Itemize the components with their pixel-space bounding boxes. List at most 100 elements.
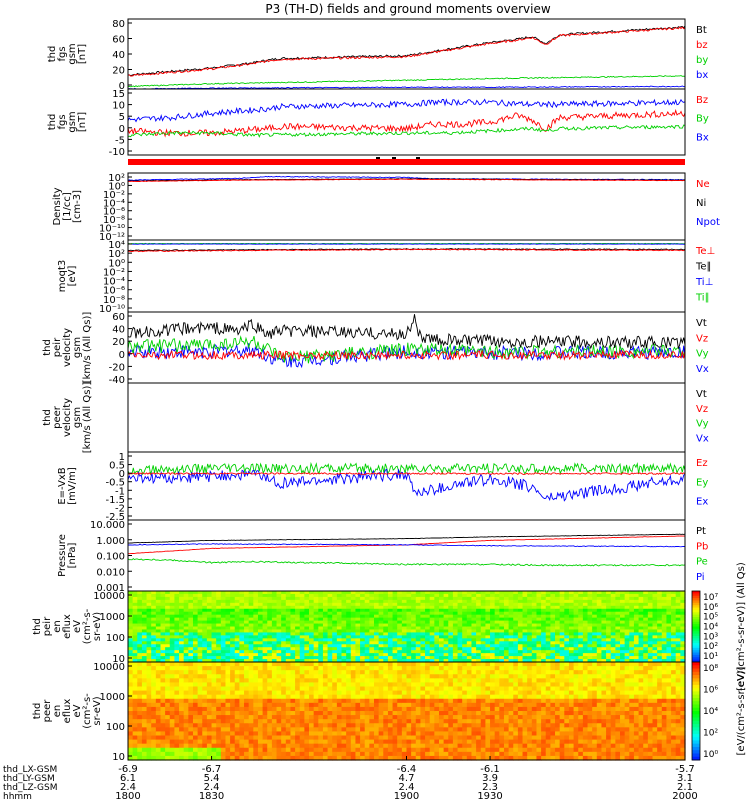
spectrogram-cell xyxy=(128,687,133,692)
spectrogram-cell xyxy=(244,695,249,700)
spectrogram-cell xyxy=(179,687,184,692)
spectrogram-cell xyxy=(342,744,347,749)
spectrogram-cell xyxy=(258,670,263,675)
spectrogram-cell xyxy=(365,727,370,732)
spectrogram-cell xyxy=(462,752,467,757)
series-lines xyxy=(128,534,685,566)
spectrogram-cell xyxy=(407,678,412,683)
spectrogram-cell xyxy=(290,740,295,745)
spectrogram-cell xyxy=(188,691,193,696)
spectrogram-cell xyxy=(379,674,384,679)
spectrogram-cell xyxy=(407,752,412,757)
spectrogram-cell xyxy=(147,678,152,683)
spectrogram-cell xyxy=(281,687,286,692)
spectrogram-cell xyxy=(448,695,453,700)
spectrogram-cell xyxy=(170,695,175,700)
spectrogram-cell xyxy=(290,727,295,732)
figure-title: P3 (TH-D) fields and ground moments over… xyxy=(265,2,550,16)
spectrogram-cell xyxy=(253,748,258,753)
spectrogram-cell xyxy=(216,662,221,667)
spectrogram-cell xyxy=(425,707,430,712)
spectrogram-cell xyxy=(388,740,393,745)
spectrogram-cell xyxy=(198,723,203,728)
spectrogram-cell xyxy=(253,695,258,700)
spectrogram-cell xyxy=(221,727,226,732)
spectrogram-cell xyxy=(174,740,179,745)
spectrogram-cell xyxy=(439,736,444,741)
spectrogram-cell xyxy=(290,719,295,724)
spectrogram-cell xyxy=(420,715,425,720)
spectrogram-cell xyxy=(458,731,463,736)
spectrogram-cell xyxy=(212,752,217,757)
spectrogram-cell xyxy=(462,699,467,704)
spectrogram-cell xyxy=(253,662,258,667)
spectrogram-cell xyxy=(286,699,291,704)
spectrogram-cell xyxy=(402,707,407,712)
spectrogram-cells xyxy=(128,662,686,761)
spectrogram-cell xyxy=(212,670,217,675)
spectrogram-cell xyxy=(202,719,207,724)
spectrogram-cell xyxy=(212,674,217,679)
spectrogram-cell xyxy=(485,691,490,696)
spectrogram-cell xyxy=(416,752,421,757)
spectrogram-cell xyxy=(179,719,184,724)
spectrogram-cell xyxy=(439,731,444,736)
spectrogram-cell xyxy=(481,691,486,696)
spectrogram-cell xyxy=(462,748,467,753)
spectrogram-cell xyxy=(179,736,184,741)
spectrogram-cell xyxy=(453,727,458,732)
spectrogram-cell xyxy=(337,727,342,732)
spectrogram-cell xyxy=(272,699,277,704)
spectrogram-cell xyxy=(244,662,249,667)
spectrogram-cell xyxy=(379,723,384,728)
spectrogram-cell xyxy=(160,752,165,757)
spectrogram-cell xyxy=(337,691,342,696)
spectrogram-cell xyxy=(318,752,323,757)
spectrogram-cell xyxy=(253,723,258,728)
spectrogram-cell xyxy=(300,670,305,675)
spectrogram-cell xyxy=(383,691,388,696)
spectrogram-cell xyxy=(332,744,337,749)
spectrogram-cell xyxy=(165,748,170,753)
spectrogram-cell xyxy=(295,748,300,753)
spectrogram-cell xyxy=(485,670,490,675)
spectrogram-cell xyxy=(225,699,230,704)
spectrogram-cell xyxy=(193,678,198,683)
spectrogram-cell xyxy=(202,682,207,687)
ytick-label: 15 xyxy=(112,89,125,100)
spectrogram-cell xyxy=(411,736,416,741)
spectrogram-cell xyxy=(202,748,207,753)
spectrogram-cell xyxy=(184,691,189,696)
spectrogram-cell xyxy=(485,687,490,692)
spectrogram-cell xyxy=(448,691,453,696)
spectrogram-cell xyxy=(216,752,221,757)
spectrogram-cell xyxy=(281,682,286,687)
spectrogram-cell xyxy=(133,699,138,704)
spectrogram-cell xyxy=(314,707,319,712)
spectrogram-cell xyxy=(430,731,435,736)
spectrogram-cell xyxy=(458,662,463,667)
spectrogram-cell xyxy=(332,748,337,753)
spectrogram-cell xyxy=(467,670,472,675)
spectrogram-cell xyxy=(365,744,370,749)
spectrogram-cell xyxy=(249,699,254,704)
spectrogram-cell xyxy=(314,736,319,741)
spectrogram-cell xyxy=(462,670,467,675)
spectrogram-cell xyxy=(444,748,449,753)
ytick-label: 0 xyxy=(119,124,125,135)
spectrogram-cell xyxy=(151,711,156,716)
spectrogram-cell xyxy=(355,727,360,732)
spectrogram-cell xyxy=(277,662,282,667)
spectrogram-cell xyxy=(170,662,175,667)
spectrogram-cell xyxy=(337,715,342,720)
spectrogram-cell xyxy=(128,682,133,687)
spectrogram-cell xyxy=(300,662,305,667)
spectrogram-cell xyxy=(267,682,272,687)
ytick-label: 100 xyxy=(106,633,125,644)
spectrogram-cell xyxy=(425,723,430,728)
spectrogram-cell xyxy=(295,715,300,720)
spectrogram-cell xyxy=(360,703,365,708)
spectrogram-cell xyxy=(323,727,328,732)
spectrogram-cell xyxy=(147,723,152,728)
spectrogram-cell xyxy=(216,748,221,753)
